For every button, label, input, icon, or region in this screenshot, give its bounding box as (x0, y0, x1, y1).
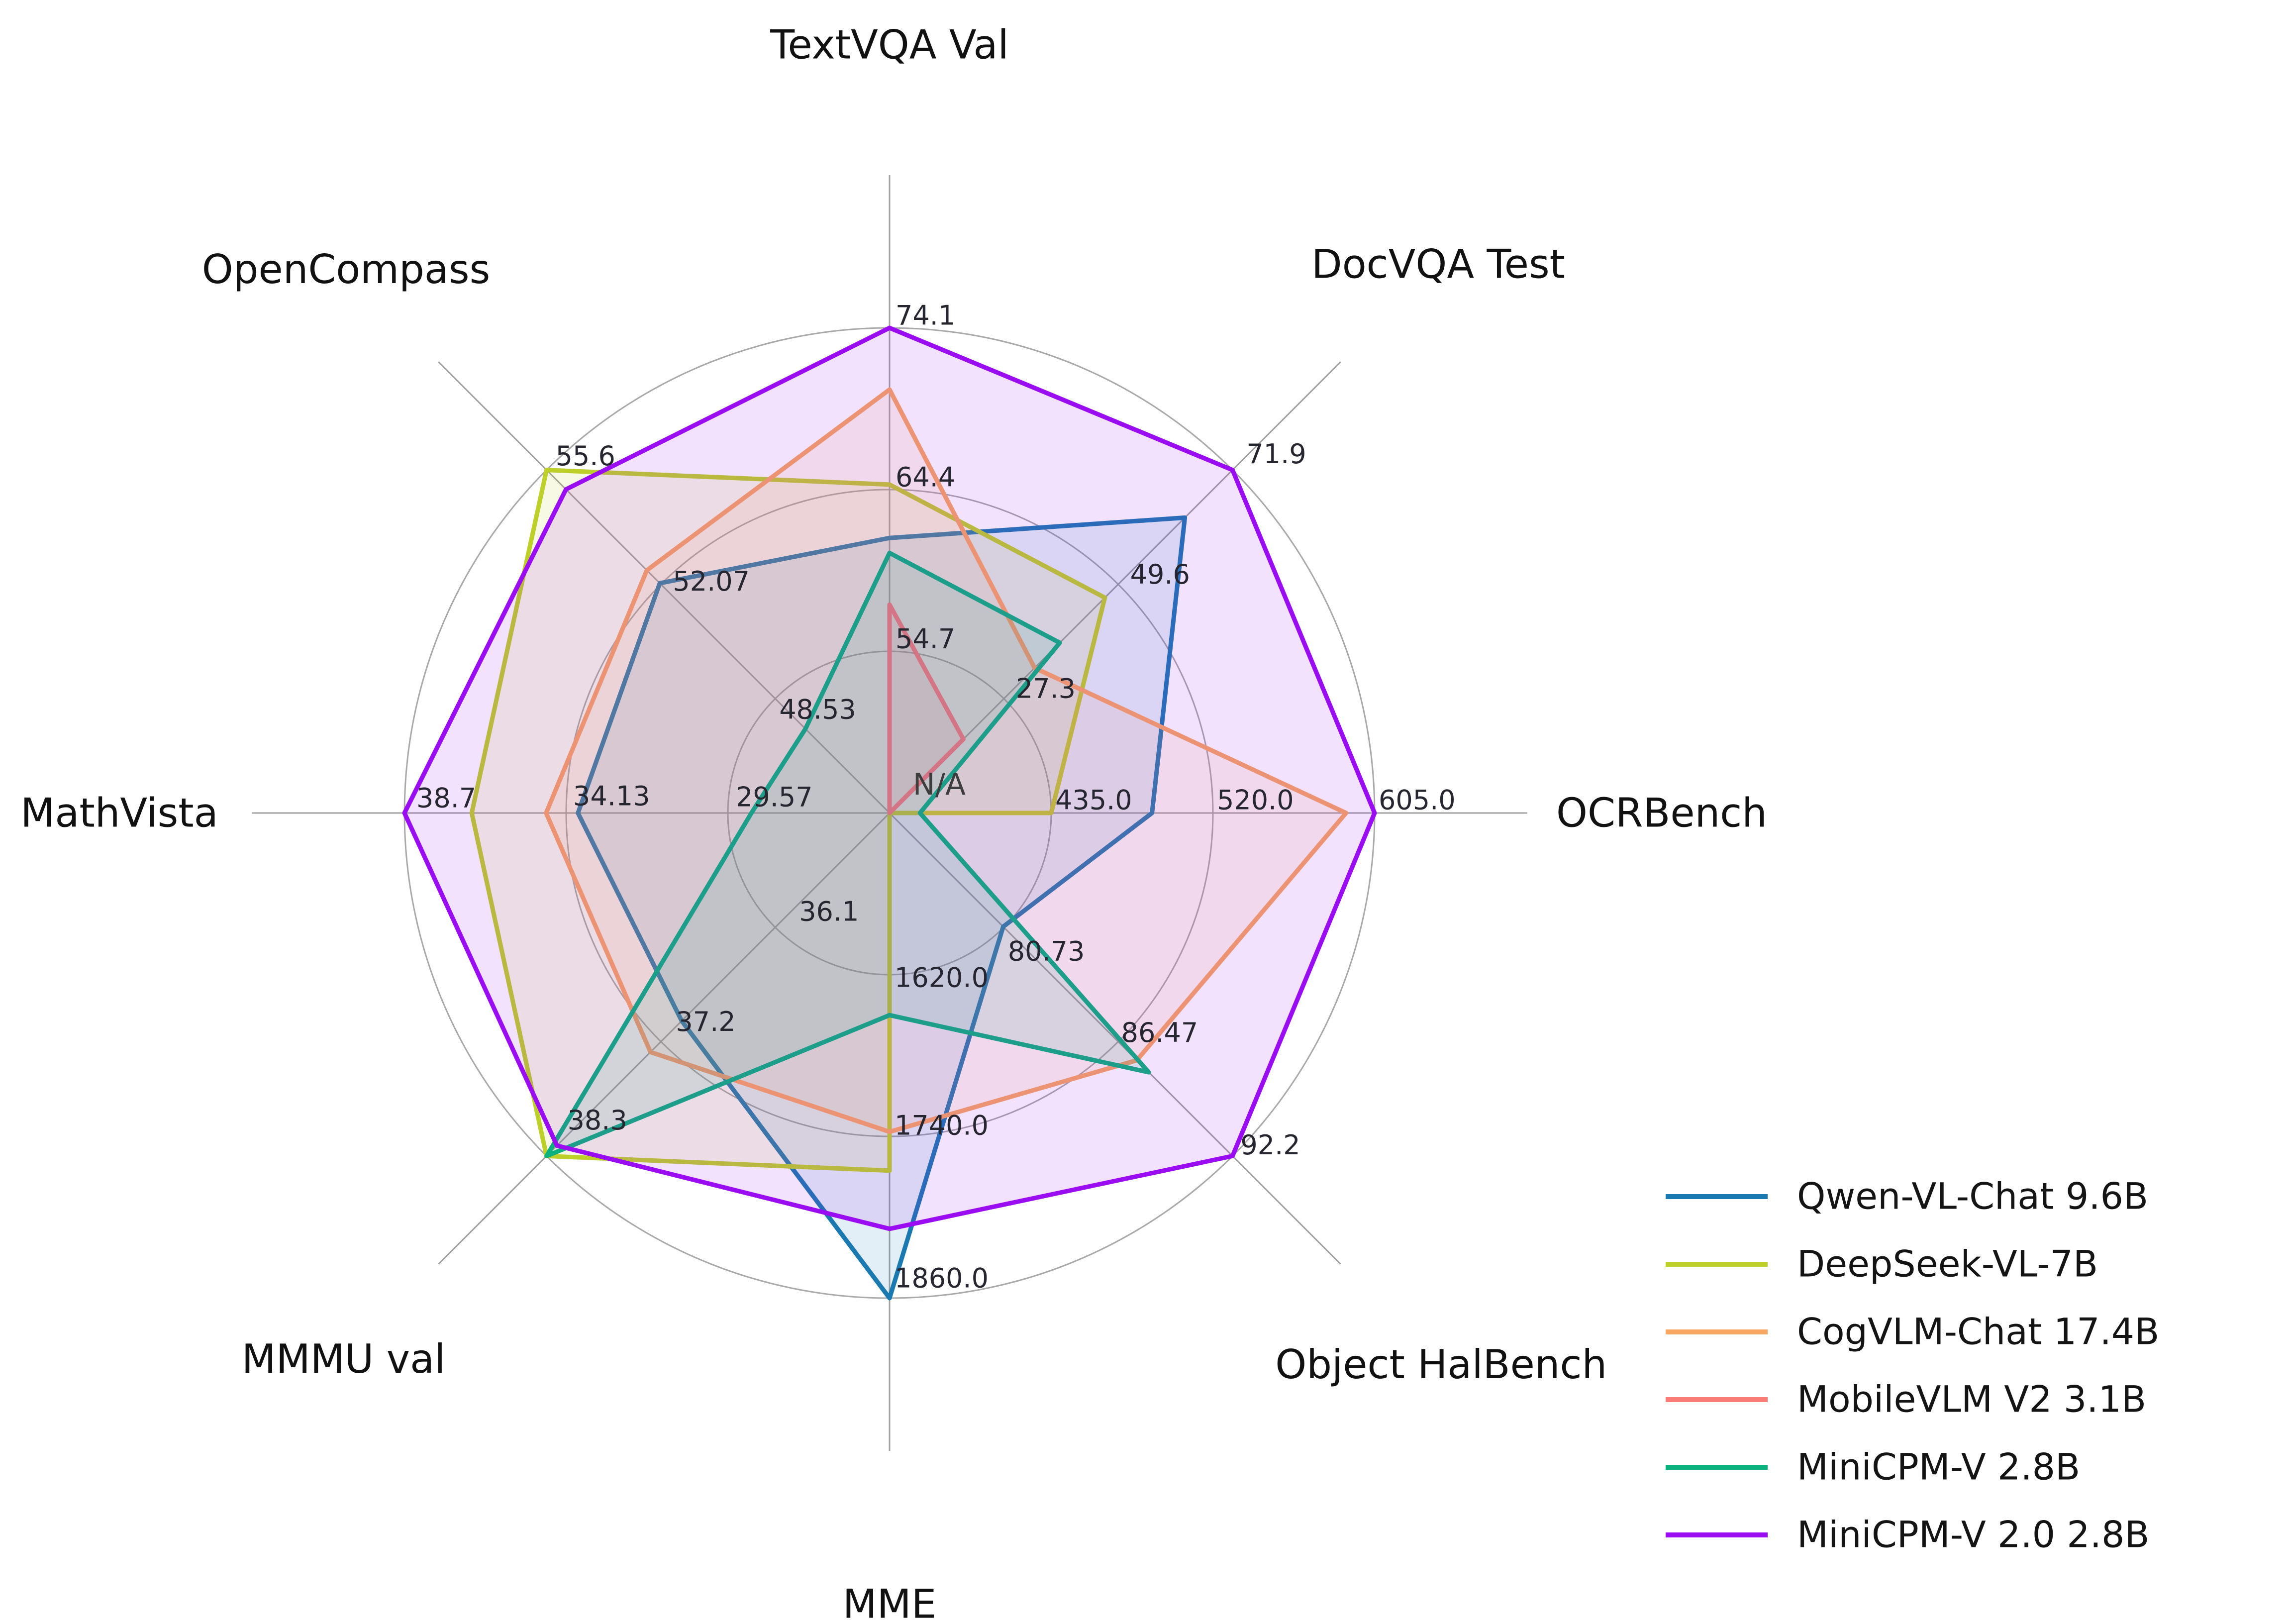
tick-label: 38.7 (416, 783, 476, 814)
tick-label: 52.07 (673, 566, 750, 597)
series-outline (402, 325, 1377, 1231)
legend-label: Qwen-VL-Chat 9.6B (1797, 1176, 2148, 1218)
axis-title: MMMU val (242, 1336, 446, 1382)
axis-title: DocVQA Test (1311, 241, 1565, 287)
series-fill (546, 553, 1149, 1156)
tick-label: 29.57 (736, 782, 813, 813)
tick-label: 1740.0 (895, 1110, 989, 1141)
legend-label: MiniCPM-V 2.0 2.8B (1797, 1514, 2149, 1556)
series-outline (544, 550, 1151, 1158)
tick-label: 55.6 (556, 440, 615, 472)
series-fill (890, 605, 964, 813)
axis-title: MME (843, 1581, 937, 1624)
series-fill (578, 517, 1185, 1298)
tick-label: 34.13 (573, 781, 650, 812)
tick-label: 49.6 (1130, 559, 1190, 590)
series-fill (404, 328, 1375, 1229)
tick-label: 92.2 (1240, 1129, 1300, 1161)
tick-label: 36.1 (799, 896, 859, 927)
tick-label: 520.0 (1217, 785, 1294, 816)
tick-label: 38.3 (568, 1105, 627, 1136)
axis-title: OpenCompass (202, 246, 491, 293)
legend-label: MobileVLM V2 3.1B (1797, 1379, 2146, 1421)
tick-label: 1860.0 (895, 1263, 989, 1294)
tick-label: 48.53 (779, 694, 856, 725)
na-label: N/A (913, 767, 966, 802)
tick-label: 27.3 (1016, 673, 1076, 705)
series-outline (469, 468, 1107, 1173)
legend-label: DeepSeek-VL-7B (1797, 1243, 2098, 1286)
tick-label: 605.0 (1379, 785, 1456, 816)
tick-label: 1620.0 (895, 962, 989, 994)
legend-label: MiniCPM-V 2.8B (1797, 1446, 2080, 1489)
tick-label: 435.0 (1055, 785, 1132, 816)
legend-label: CogVLM-Chat 17.4B (1797, 1311, 2159, 1353)
axis-title: Object HalBench (1275, 1341, 1607, 1388)
axis-spoke (438, 361, 891, 814)
tick-label: 64.4 (896, 462, 955, 493)
axis-spoke (438, 812, 891, 1265)
axis-title: OCRBench (1556, 790, 1767, 836)
axis-title: TextVQA Val (770, 22, 1008, 68)
tick-label: 80.73 (1008, 935, 1085, 967)
axis-title: MathVista (20, 790, 218, 836)
tick-label: 74.1 (896, 300, 955, 331)
tick-label: 86.47 (1121, 1017, 1198, 1048)
series-fill (546, 390, 1346, 1132)
series-outline (887, 602, 966, 815)
series-outline (576, 515, 1188, 1301)
series-fill (472, 470, 1105, 1171)
tick-label: 54.7 (896, 623, 955, 655)
axis-spoke (889, 812, 1341, 1265)
tick-label: 37.2 (676, 1006, 735, 1037)
series-outline (544, 387, 1349, 1134)
tick-label: 71.9 (1246, 438, 1306, 470)
